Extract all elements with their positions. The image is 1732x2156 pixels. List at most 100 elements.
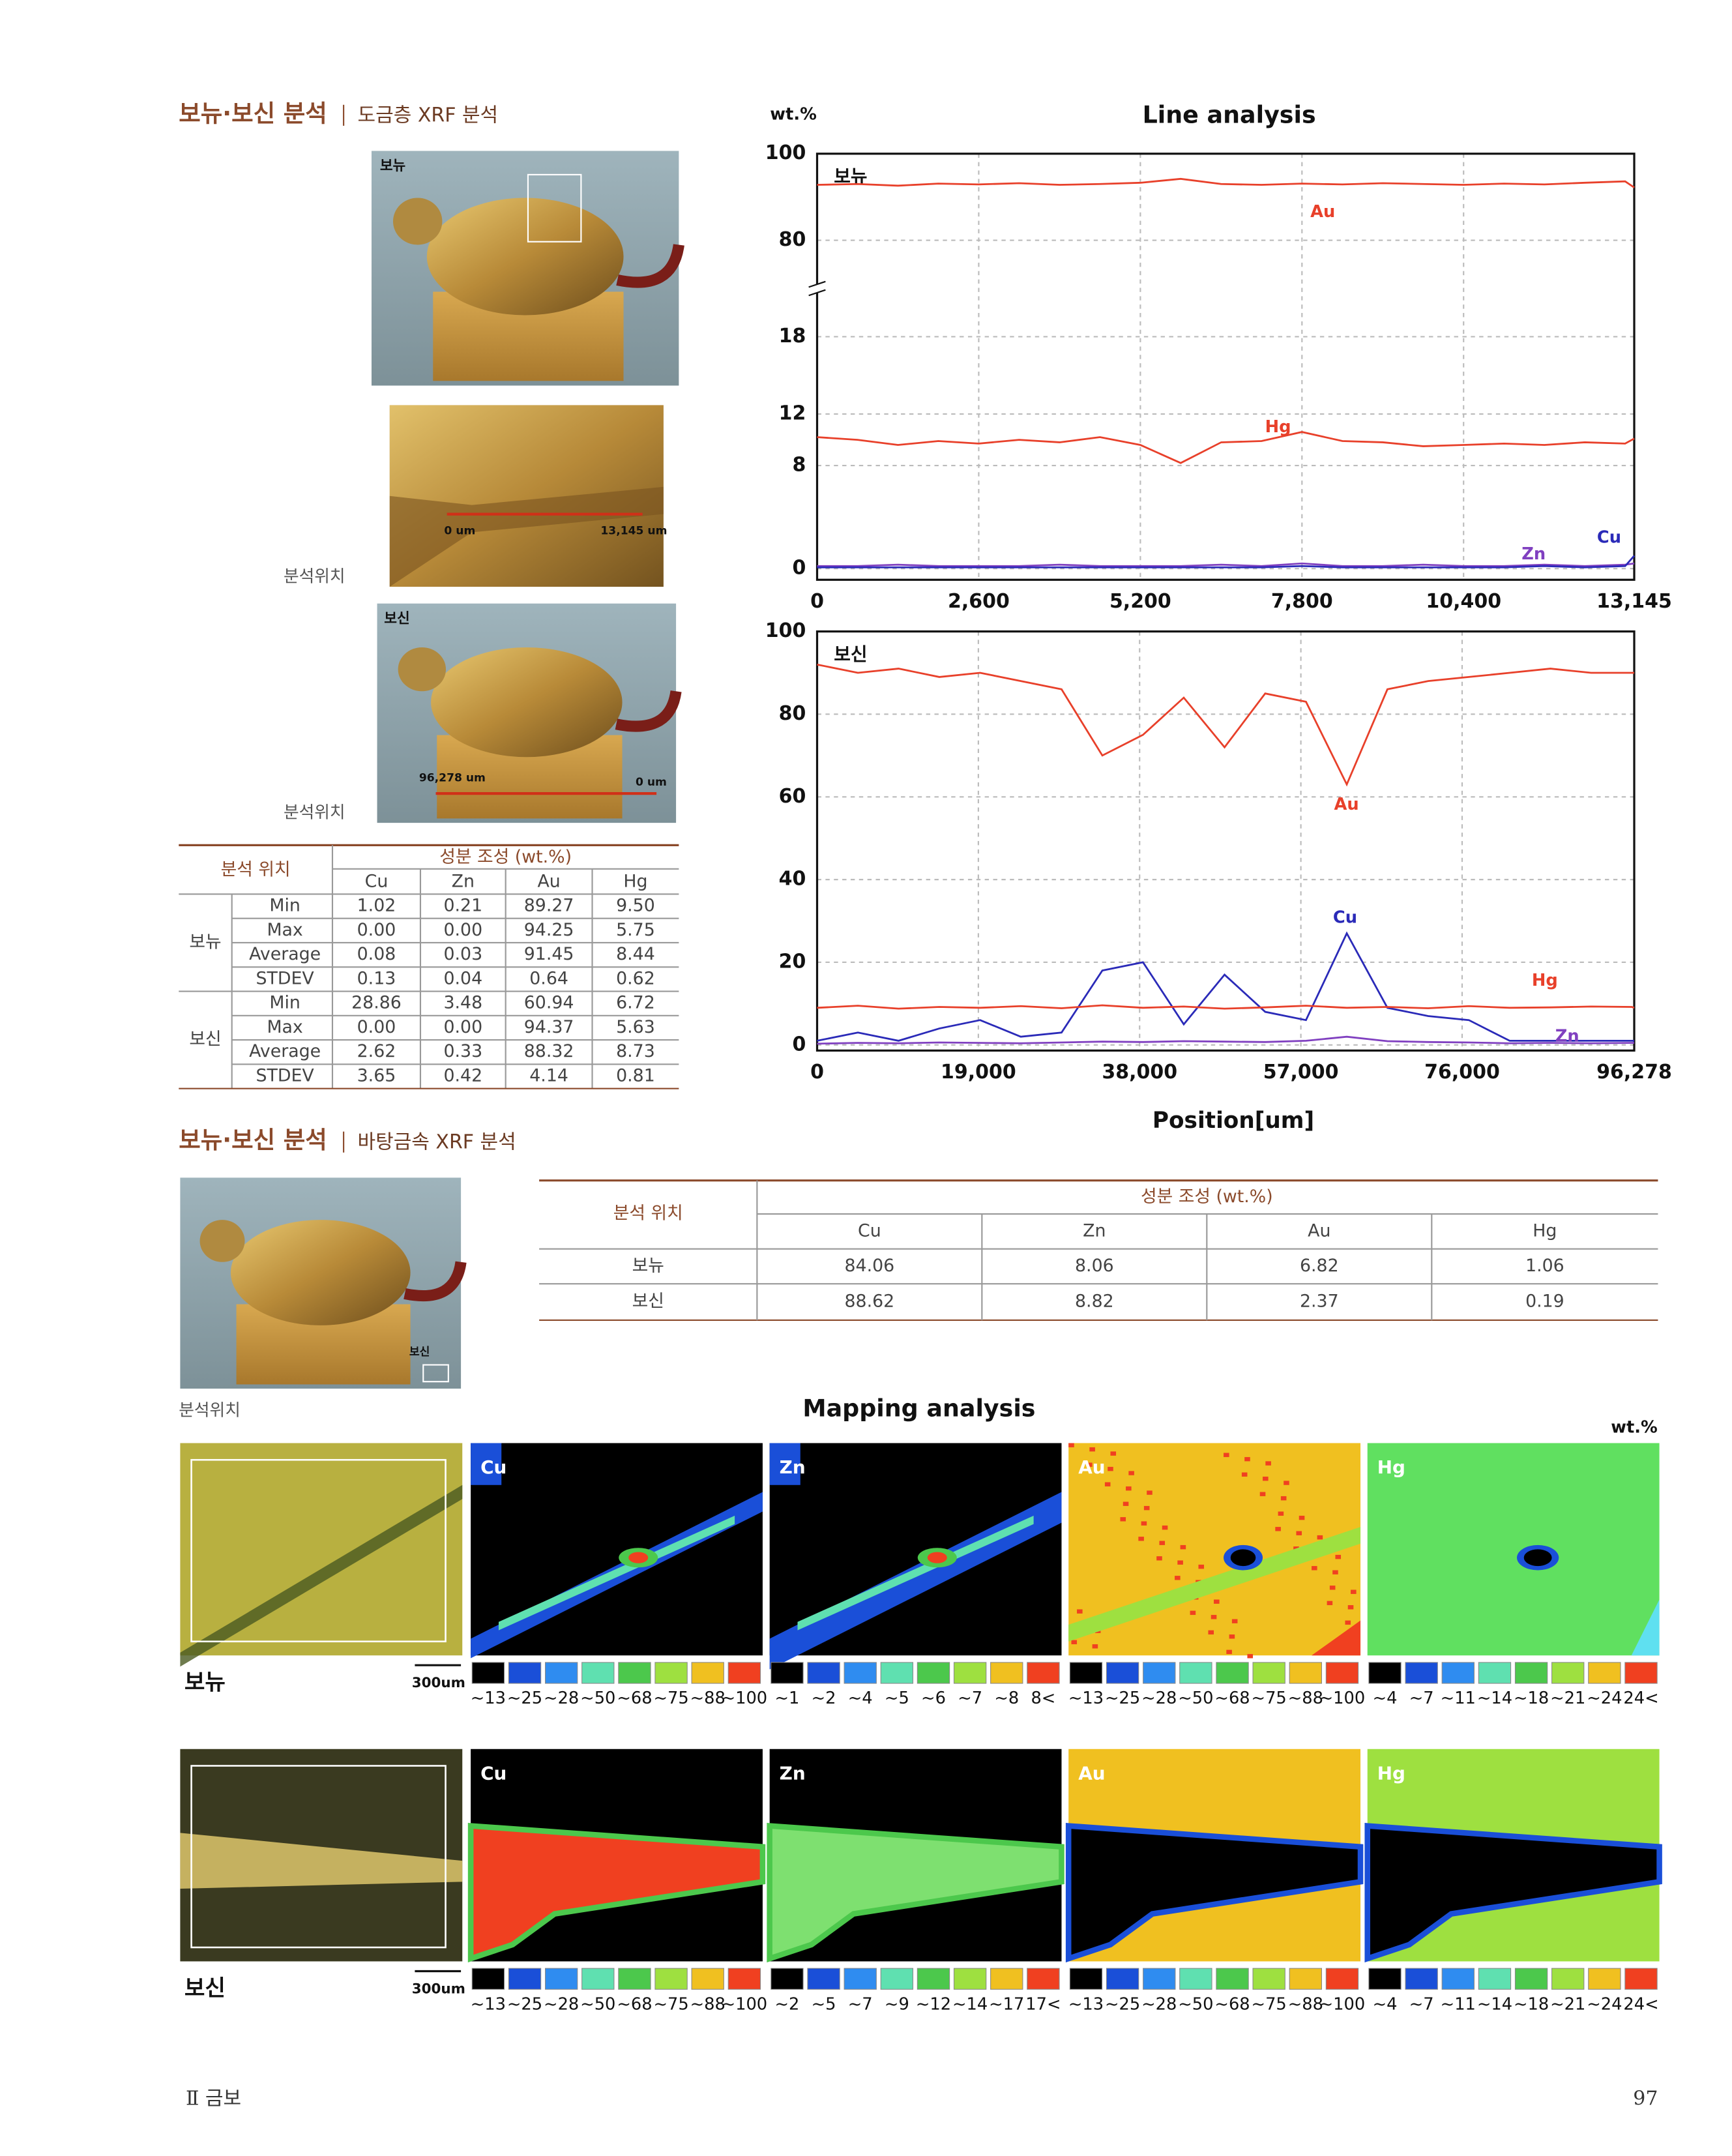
legend-swatch bbox=[618, 1968, 651, 1990]
map-image bbox=[1180, 1544, 1186, 1550]
map-image bbox=[467, 1823, 766, 1963]
table-stat: STDEV bbox=[256, 968, 315, 988]
scan-label: 13,145 um bbox=[600, 524, 667, 537]
map-image bbox=[1068, 1443, 1074, 1447]
map-image bbox=[1226, 1649, 1232, 1655]
table-cell: 6.72 bbox=[616, 993, 655, 1013]
table-cell: 89.27 bbox=[524, 896, 574, 916]
map-image bbox=[1327, 1601, 1333, 1606]
legend-label: ~25 bbox=[507, 1994, 542, 2014]
table-row-name: 보신 bbox=[632, 1292, 664, 1312]
table-column: Hg bbox=[623, 872, 647, 892]
photo-cord bbox=[615, 690, 682, 732]
map-image bbox=[1077, 1609, 1083, 1614]
legend-label: ~100 bbox=[1319, 1689, 1366, 1708]
scale-label: 300um bbox=[412, 1675, 465, 1691]
legend-label: ~1 bbox=[774, 1689, 799, 1708]
table-header: 분석 위치 bbox=[221, 859, 291, 879]
table-cell: 0.62 bbox=[616, 968, 655, 988]
map-image bbox=[1123, 1501, 1129, 1506]
series-line bbox=[817, 1004, 1635, 1010]
legend-label: ~11 bbox=[1441, 1994, 1476, 2014]
series-label: Zn bbox=[1555, 1026, 1579, 1046]
legend-label: ~25 bbox=[1105, 1994, 1140, 2014]
map-image bbox=[1198, 1564, 1205, 1569]
legend-swatch bbox=[953, 1662, 987, 1684]
legend-label: ~75 bbox=[1252, 1994, 1287, 2014]
map-row-label: 보신 bbox=[184, 1975, 226, 2001]
map-image bbox=[1284, 1481, 1289, 1485]
map-photo-frame bbox=[190, 1765, 447, 1949]
scale-label: 300um bbox=[412, 1981, 465, 1997]
table-cell: 5.75 bbox=[616, 920, 655, 940]
mapping-unit: wt.% bbox=[1611, 1417, 1658, 1437]
map-image bbox=[1156, 1556, 1162, 1561]
photo-label: 보뉴 bbox=[380, 158, 405, 174]
map-image bbox=[1231, 1619, 1238, 1623]
legend-label: ~75 bbox=[653, 1994, 688, 2014]
map-row-label: 보뉴 bbox=[184, 1670, 226, 1696]
legend-swatch bbox=[1325, 1662, 1359, 1684]
photo-label: 보신 bbox=[409, 1346, 430, 1359]
table-group: 보뉴 bbox=[189, 932, 221, 952]
map-image bbox=[1312, 1620, 1361, 1656]
table-cell: 60.94 bbox=[524, 993, 574, 1013]
legend-swatch bbox=[654, 1968, 688, 1990]
x-tick-label: 0 bbox=[810, 590, 824, 613]
map-image bbox=[1278, 1511, 1284, 1516]
table-cell: 0.08 bbox=[357, 944, 396, 964]
table-cell: 2.62 bbox=[357, 1041, 396, 1061]
scan-label: 0 um bbox=[444, 524, 475, 537]
legend-label: ~7 bbox=[848, 1994, 873, 2014]
map-image bbox=[1104, 1482, 1111, 1486]
series-label: Au bbox=[1310, 202, 1335, 222]
legend-swatch bbox=[1551, 1662, 1585, 1684]
map-image bbox=[1329, 1586, 1336, 1590]
legend-label: ~14 bbox=[1477, 1994, 1512, 2014]
legend-label: ~100 bbox=[722, 1994, 768, 2014]
table-header: 분석 위치 bbox=[613, 1204, 683, 1224]
map-image bbox=[1241, 1472, 1248, 1477]
legend-label: ~7 bbox=[958, 1689, 982, 1708]
photo-shell bbox=[230, 1220, 411, 1325]
map-image bbox=[1177, 1560, 1183, 1565]
table-column: Au bbox=[537, 872, 560, 892]
legend-label: 24< bbox=[1623, 1994, 1658, 2014]
legend-swatch bbox=[544, 1662, 578, 1684]
table-cell: 4.14 bbox=[529, 1066, 568, 1086]
photo-cord bbox=[616, 244, 684, 288]
table-cell: 8.06 bbox=[1075, 1256, 1114, 1276]
table-group: 보신 bbox=[189, 1029, 221, 1050]
section-subtitle: 바탕금속 XRF 분석 bbox=[358, 1130, 516, 1153]
map-image bbox=[1159, 1541, 1166, 1545]
map-image bbox=[1224, 1453, 1229, 1457]
table-row-name: 보뉴 bbox=[632, 1256, 664, 1276]
y-unit: wt.% bbox=[770, 104, 817, 124]
legend-swatch bbox=[1441, 1968, 1475, 1990]
map-image bbox=[1263, 1476, 1269, 1481]
photo-cord bbox=[404, 1261, 467, 1302]
table-column: Hg bbox=[1533, 1220, 1557, 1241]
legend-swatch bbox=[727, 1968, 761, 1990]
legend-swatch bbox=[807, 1662, 840, 1684]
map-image bbox=[1208, 1630, 1214, 1635]
legend-label: ~9 bbox=[885, 1994, 909, 2014]
legend-label: ~12 bbox=[916, 1994, 951, 2014]
legend-label: ~13 bbox=[471, 1689, 506, 1708]
photo-head bbox=[398, 647, 447, 692]
legend-label: ~11 bbox=[1441, 1689, 1476, 1708]
legend-label: ~88 bbox=[690, 1689, 726, 1708]
legend-label: ~88 bbox=[1288, 1994, 1323, 2014]
legend-label: ~75 bbox=[1252, 1689, 1287, 1708]
legend-swatch bbox=[1368, 1662, 1402, 1684]
table-cell: 2.37 bbox=[1300, 1292, 1339, 1312]
x-tick-label: 7,800 bbox=[1271, 590, 1333, 613]
map-image bbox=[1247, 1654, 1254, 1659]
map-image bbox=[1335, 1554, 1342, 1559]
legend-label: 8< bbox=[1031, 1689, 1055, 1708]
table-cell: 28.86 bbox=[351, 993, 402, 1013]
table-column: Zn bbox=[452, 872, 475, 892]
map-image bbox=[1190, 1610, 1196, 1616]
table-cell: 0.00 bbox=[357, 1017, 396, 1037]
